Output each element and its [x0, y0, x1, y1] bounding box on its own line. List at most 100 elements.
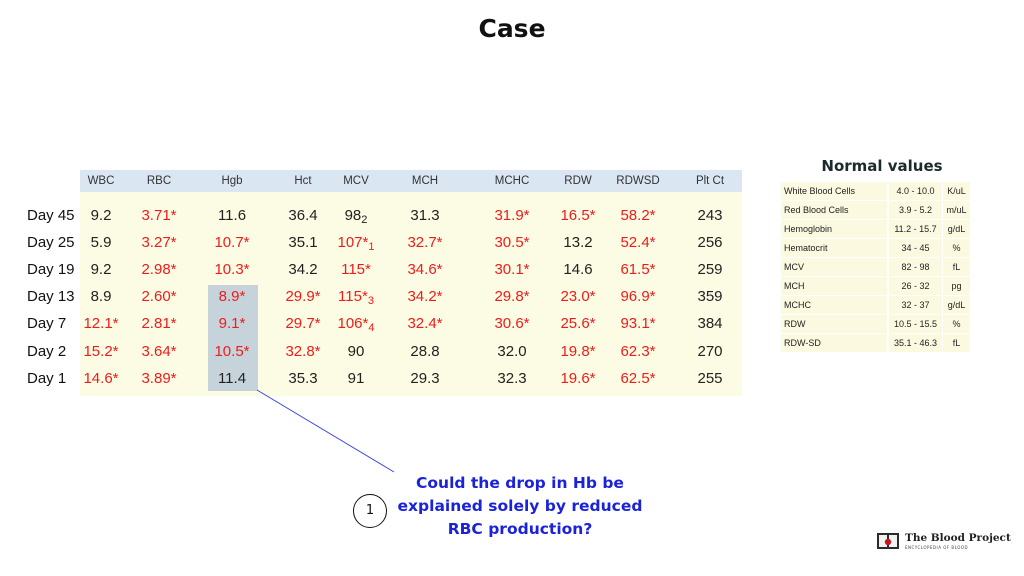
normal-value-range: 4.0 - 10.0 — [889, 182, 942, 200]
table-cell: 11.6 — [188, 206, 276, 226]
table-cell: 16.5* — [555, 206, 601, 226]
cell-value: 16.5* — [560, 207, 596, 224]
annotation-question: Could the drop in Hb be explained solely… — [395, 472, 645, 541]
table-cell: 8.9 — [80, 287, 122, 307]
row-label: Day 1 — [27, 370, 67, 387]
table-cell: 31.9* — [469, 206, 555, 226]
cell-value: 62.3* — [620, 343, 656, 360]
table-cell: 62.3* — [603, 342, 673, 362]
cell-value: 93.1* — [620, 315, 656, 332]
cell-value: 11.4 — [217, 370, 247, 387]
normal-values-row: MCV 82 - 98 fL — [781, 258, 970, 277]
table-cell: 115* — [331, 260, 381, 280]
cell-value: 5.9 — [90, 234, 112, 251]
column-header: Hct — [294, 175, 312, 187]
table-cell: 32.3 — [469, 369, 555, 389]
table-cell: 58.2* — [603, 206, 673, 226]
cell-value: 32.8* — [285, 343, 321, 360]
table-cell: 34.6* — [383, 260, 467, 280]
logo-subtitle: ENCYCLOPEDIA OF BLOOD — [905, 545, 969, 550]
cell-value: 10.5* — [214, 343, 250, 360]
cell-value: 96.9* — [620, 288, 656, 305]
table-cell: 13.2 — [555, 233, 601, 253]
table-cell: 90 — [331, 342, 381, 362]
normal-value-unit: pg — [943, 277, 970, 295]
column-header: MCHC — [494, 175, 530, 187]
cell-value: 34.2 — [288, 261, 318, 278]
cell-value: 35.1 — [288, 234, 318, 251]
table-cell: 10.3* — [188, 260, 276, 280]
table-cell: 3.64* — [131, 342, 187, 362]
row-label: Day 25 — [27, 234, 75, 251]
normal-value-unit: % — [943, 315, 970, 333]
table-cell: 29.3 — [383, 369, 467, 389]
normal-value-unit: fL — [943, 258, 970, 276]
cell-value: 31.9* — [494, 207, 530, 224]
table-cell: 359 — [678, 287, 742, 307]
table-cell: 107*1 — [331, 233, 381, 253]
normal-value-unit: % — [943, 239, 970, 257]
hgb-highlight — [208, 285, 258, 391]
normal-value-name: White Blood Cells — [781, 182, 887, 200]
cell-value: 34.2* — [407, 288, 443, 305]
table-cell: 3.71* — [131, 206, 187, 226]
cell-value: 98 — [344, 207, 362, 224]
cell-value: 30.6* — [494, 315, 530, 332]
table-cell: 31.3 — [383, 206, 467, 226]
cell-value: 32.0 — [497, 343, 527, 360]
cell-value: 359 — [697, 288, 723, 305]
question-line: Could the drop in Hb be — [416, 474, 624, 492]
normal-values-row: Hemoglobin 11.2 - 15.7 g/dL — [781, 220, 970, 239]
table-cell: 34.2* — [383, 287, 467, 307]
normal-value-name: MCHC — [781, 296, 887, 314]
table-cell: 32.7* — [383, 233, 467, 253]
cell-value: 11.6 — [217, 207, 247, 224]
table-cell: 2.60* — [131, 287, 187, 307]
cell-value: 2.60* — [141, 288, 177, 305]
table-cell: 14.6* — [80, 369, 122, 389]
cell-value: 58.2* — [620, 207, 656, 224]
cell-value: 9.1* — [218, 315, 246, 332]
cell-value: 36.4 — [288, 207, 318, 224]
slide-title: Case — [478, 14, 546, 43]
table-cell: 61.5* — [603, 260, 673, 280]
normal-value-range: 3.9 - 5.2 — [889, 201, 942, 219]
cell-value: 9.2 — [90, 207, 112, 224]
cell-value: 28.8 — [410, 343, 440, 360]
table-background — [80, 170, 742, 396]
table-cell: 91 — [331, 369, 381, 389]
table-cell: 270 — [678, 342, 742, 362]
table-cell: 96.9* — [603, 287, 673, 307]
cell-value: 34.6* — [407, 261, 443, 278]
column-header: MCH — [411, 175, 439, 187]
question-line: RBC production? — [447, 520, 593, 538]
table-cell: 384 — [678, 314, 742, 334]
cell-value: 115* — [341, 261, 371, 278]
cell-value: 30.1* — [494, 261, 530, 278]
normal-value-range: 35.1 - 46.3 — [889, 334, 942, 352]
normal-value-name: Red Blood Cells — [781, 201, 887, 219]
cell-value: 29.7* — [285, 315, 321, 332]
normal-value-range: 11.2 - 15.7 — [889, 220, 942, 238]
table-cell: 32.0 — [469, 342, 555, 362]
cell-value: 3.89* — [141, 370, 177, 387]
table-cell: 19.8* — [555, 342, 601, 362]
table-cell: 34.2 — [277, 260, 329, 280]
normal-value-range: 26 - 32 — [889, 277, 942, 295]
table-cell: 25.6* — [555, 314, 601, 334]
cell-value: 52.4* — [620, 234, 656, 251]
table-cell: 52.4* — [603, 233, 673, 253]
column-header: WBC — [87, 175, 115, 187]
column-header: RBC — [146, 175, 172, 187]
table-cell: 62.5* — [603, 369, 673, 389]
normal-value-range: 32 - 37 — [889, 296, 942, 314]
table-cell: 9.2 — [80, 260, 122, 280]
column-header: RDWSD — [616, 175, 660, 187]
cell-value: 8.9* — [218, 288, 246, 305]
column-header: RDW — [564, 175, 592, 187]
normal-value-name: MCH — [781, 277, 887, 295]
normal-values-row: MCHC 32 - 37 g/dL — [781, 296, 970, 315]
table-cell: 28.8 — [383, 342, 467, 362]
normal-value-name: RDW-SD — [781, 334, 887, 352]
normal-values-row: RDW-SD 35.1 - 46.3 fL — [781, 334, 970, 353]
